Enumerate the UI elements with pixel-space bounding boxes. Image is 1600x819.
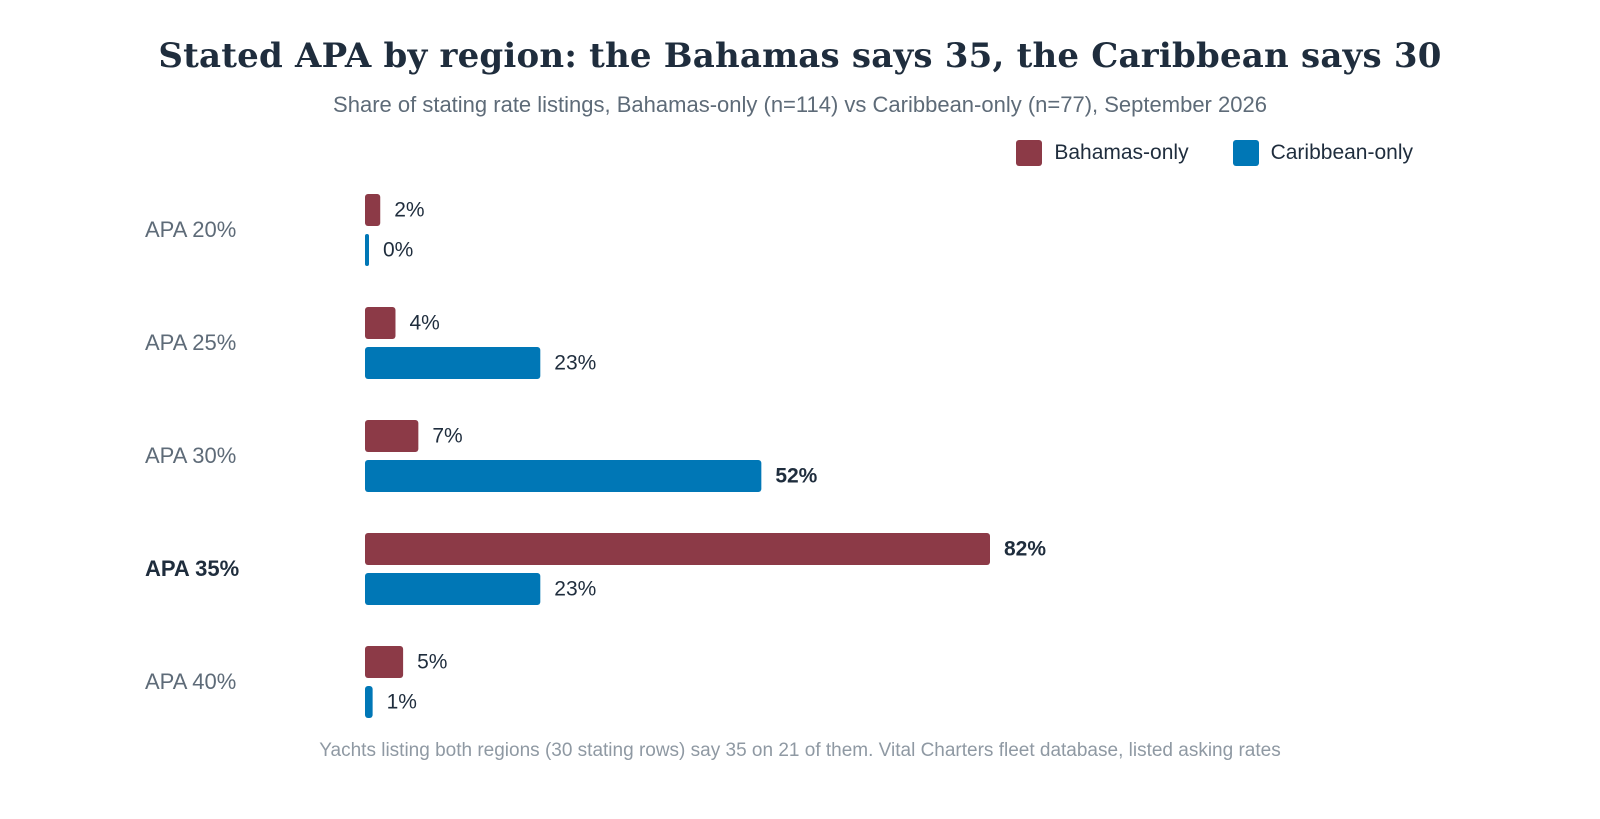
bar-caribbean <box>365 460 762 492</box>
data-label: 2% <box>394 199 424 222</box>
data-label: 52% <box>775 465 817 488</box>
data-label: 4% <box>409 312 439 335</box>
bar-bahamas <box>365 533 990 565</box>
chart-title: Stated APA by region: the Bahamas says 3… <box>158 36 1442 76</box>
data-label: 23% <box>554 578 596 601</box>
category-label: APA 30% <box>145 443 236 468</box>
bar-caribbean <box>365 347 541 379</box>
chart-footnote: Yachts listing both regions (30 stating … <box>319 740 1281 761</box>
bar-bahamas <box>365 420 419 452</box>
data-label: 0% <box>383 239 413 262</box>
bar-caribbean <box>365 573 541 605</box>
data-label: 5% <box>417 651 447 674</box>
data-label: 23% <box>554 352 596 375</box>
category-label: APA 25% <box>145 330 236 355</box>
category-label: APA 40% <box>145 669 236 694</box>
category-label: APA 35% <box>145 556 239 581</box>
data-label: 1% <box>387 691 417 714</box>
legend-label-caribbean: Caribbean-only <box>1270 141 1413 164</box>
legend-item-caribbean: Caribbean-only <box>1232 140 1413 166</box>
category-label: APA 20% <box>145 217 236 242</box>
legend-swatch-bahamas <box>1016 140 1043 166</box>
legend-label-bahamas: Bahamas-only <box>1054 141 1189 164</box>
bar-bahamas <box>365 646 404 678</box>
data-label: 7% <box>432 425 462 448</box>
data-label: 82% <box>1004 538 1046 561</box>
legend: Bahamas-only Caribbean-only <box>1016 140 1413 166</box>
bar-caribbean <box>365 686 373 718</box>
legend-swatch-caribbean <box>1232 140 1259 166</box>
legend-item-bahamas: Bahamas-only <box>1016 140 1189 166</box>
chart-subtitle: Share of stating rate listings, Bahamas-… <box>333 92 1267 117</box>
bar-bahamas <box>365 194 381 226</box>
bar-caribbean <box>365 234 369 266</box>
bar-bahamas <box>365 307 396 339</box>
